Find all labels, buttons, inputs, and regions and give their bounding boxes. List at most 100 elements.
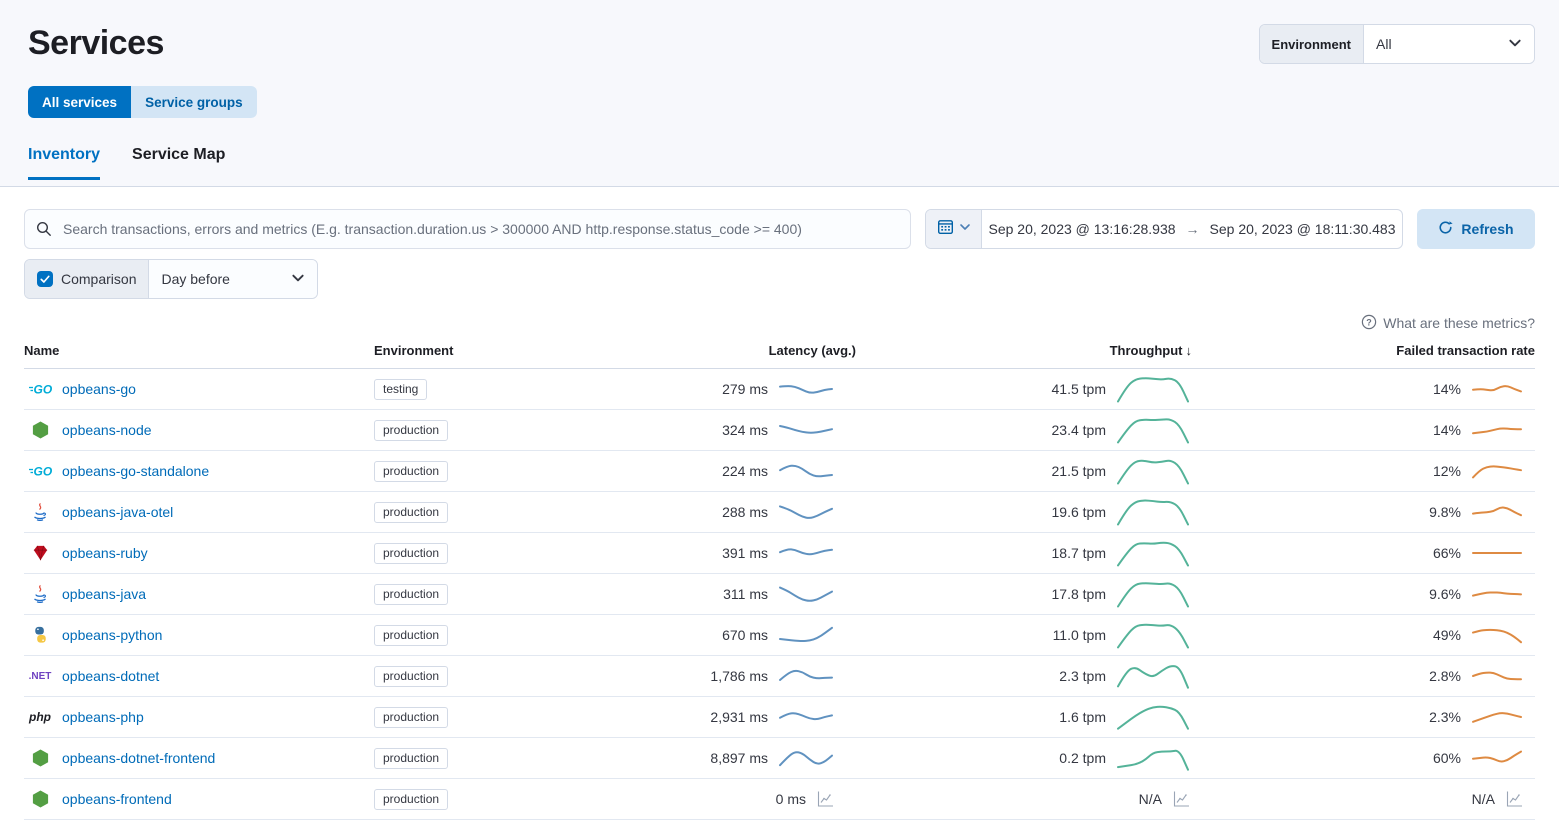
svg-text:?: ? xyxy=(1367,317,1373,327)
search-icon xyxy=(36,221,52,242)
date-picker-quick-menu[interactable] xyxy=(926,210,982,248)
chevron-down-icon xyxy=(959,220,971,238)
throughput-sparkline xyxy=(1116,456,1190,486)
failed-rate-value: 2.3% xyxy=(1429,709,1461,725)
table-row: opbeans-frontend production 0 ms N/A N/A xyxy=(24,779,1535,820)
ruby-icon xyxy=(28,543,52,563)
tab-service-map[interactable]: Service Map xyxy=(132,146,226,163)
go-icon: GO xyxy=(28,461,52,481)
table-row: opbeans-python production 670 ms 11.0 tp… xyxy=(24,615,1535,656)
service-name-link[interactable]: opbeans-go xyxy=(62,381,136,397)
service-name-link[interactable]: opbeans-dotnet-frontend xyxy=(62,750,216,766)
throughput-sparkline xyxy=(1116,538,1190,568)
throughput-sparkline xyxy=(1116,579,1190,609)
environment-badge: testing xyxy=(374,378,428,400)
date-range-start[interactable]: Sep 20, 2023 @ 13:16:28.938 xyxy=(988,221,1176,237)
failed-rate-value: 2.8% xyxy=(1429,668,1461,684)
page-header: Services Environment All All services Se… xyxy=(0,0,1559,187)
service-name-link[interactable]: opbeans-java-otel xyxy=(62,504,174,520)
service-groups-button[interactable]: Service groups xyxy=(131,86,257,118)
throughput-sparkline xyxy=(1116,415,1190,445)
date-range-end[interactable]: Sep 20, 2023 @ 18:11:30.483 xyxy=(1209,221,1396,237)
throughput-value: 21.5 tpm xyxy=(1051,463,1106,479)
environment-badge: production xyxy=(374,747,449,769)
latency-sparkline xyxy=(778,543,834,563)
service-name-link[interactable]: opbeans-frontend xyxy=(62,791,172,807)
chevron-down-icon xyxy=(1508,36,1522,53)
column-header-failed-rate[interactable]: Failed transaction rate xyxy=(1396,343,1535,358)
latency-value: 311 ms xyxy=(723,586,768,602)
services-toggle-group: All services Service groups xyxy=(28,86,257,118)
throughput-value: 41.5 tpm xyxy=(1051,381,1106,397)
comparison-control: Comparison Day before xyxy=(24,259,319,299)
services-table: Name Environment Latency (avg.) Throughp… xyxy=(24,335,1535,820)
metrics-help-label: What are these metrics? xyxy=(1383,315,1535,331)
service-name-link[interactable]: opbeans-ruby xyxy=(62,545,148,561)
latency-sparkline xyxy=(778,461,834,481)
failed-rate-value: 12% xyxy=(1432,463,1461,479)
latency-value: 0 ms xyxy=(775,791,806,807)
service-name-link[interactable]: opbeans-node xyxy=(62,422,152,438)
column-header-latency[interactable]: Latency (avg.) xyxy=(768,343,856,358)
throughput-sparkline xyxy=(1116,661,1190,691)
failed-rate-value: 9.6% xyxy=(1429,586,1461,602)
latency-sparkline xyxy=(778,707,834,727)
environment-filter: Environment All xyxy=(1258,24,1535,64)
python-icon xyxy=(28,625,52,645)
throughput-sparkline xyxy=(1116,743,1190,773)
refresh-button[interactable]: Refresh xyxy=(1417,209,1535,249)
column-header-environment[interactable]: Environment xyxy=(374,343,454,358)
environment-badge: production xyxy=(374,788,449,810)
svg-text:GO: GO xyxy=(33,465,52,479)
failed-rate-sparkline xyxy=(1471,461,1523,481)
failed-rate-sparkline xyxy=(1471,584,1523,604)
failed-rate-sparkline xyxy=(1471,666,1523,686)
table-row: .NET opbeans-dotnet production 1,786 ms … xyxy=(24,656,1535,697)
service-name-link[interactable]: opbeans-go-standalone xyxy=(62,463,210,479)
tab-inventory[interactable]: Inventory xyxy=(28,146,101,180)
service-name-link[interactable]: opbeans-php xyxy=(62,709,144,725)
chevron-down-icon xyxy=(291,271,305,288)
environment-filter-label: Environment xyxy=(1259,25,1364,63)
table-row: GO opbeans-go-standalone production 224 … xyxy=(24,451,1535,492)
search-input[interactable] xyxy=(24,209,911,249)
comparison-select-value: Day before xyxy=(161,271,230,287)
table-row: opbeans-java-otel production 288 ms 19.6… xyxy=(24,492,1535,533)
all-services-button[interactable]: All services xyxy=(28,86,132,118)
throughput-sparkline xyxy=(1116,620,1190,650)
throughput-value: 18.7 tpm xyxy=(1051,545,1106,561)
comparison-select[interactable]: Day before xyxy=(149,260,318,298)
failed-rate-value: 60% xyxy=(1432,750,1461,766)
table-row: opbeans-dotnet-frontend production 8,897… xyxy=(24,738,1535,779)
environment-badge: production xyxy=(374,542,449,564)
node-icon xyxy=(28,748,52,768)
latency-value: 2,931 ms xyxy=(710,709,768,725)
failed-rate-value: 66% xyxy=(1432,545,1461,561)
column-header-name[interactable]: Name xyxy=(24,343,60,358)
latency-sparkline xyxy=(778,584,834,604)
service-name-link[interactable]: opbeans-dotnet xyxy=(62,668,160,684)
throughput-sparkline xyxy=(1116,374,1190,404)
throughput-value: N/A xyxy=(1138,791,1162,807)
environment-badge: production xyxy=(374,583,449,605)
svg-text:GO: GO xyxy=(33,383,52,397)
refresh-icon xyxy=(1438,220,1454,238)
metrics-help-link[interactable]: ? What are these metrics? xyxy=(24,313,1535,333)
comparison-checkbox[interactable] xyxy=(37,271,53,287)
arrow-right-icon: → xyxy=(1185,221,1200,237)
table-row: php opbeans-php production 2,931 ms 1.6 … xyxy=(24,697,1535,738)
latency-sparkline xyxy=(778,666,834,686)
failed-rate-sparkline xyxy=(1471,502,1523,522)
node-icon xyxy=(28,789,52,809)
java-icon xyxy=(28,502,52,522)
node-icon xyxy=(28,420,52,440)
php-icon: php xyxy=(29,710,51,724)
failed-rate-sparkline xyxy=(1471,748,1523,768)
column-header-throughput[interactable]: Throughput ↓ xyxy=(1109,343,1192,358)
java-icon xyxy=(28,584,52,604)
service-name-link[interactable]: opbeans-java xyxy=(62,586,147,602)
service-name-link[interactable]: opbeans-python xyxy=(62,627,163,643)
latency-value: 1,786 ms xyxy=(710,668,768,684)
throughput-value: 1.6 tpm xyxy=(1059,709,1106,725)
environment-select[interactable]: All xyxy=(1364,25,1534,63)
